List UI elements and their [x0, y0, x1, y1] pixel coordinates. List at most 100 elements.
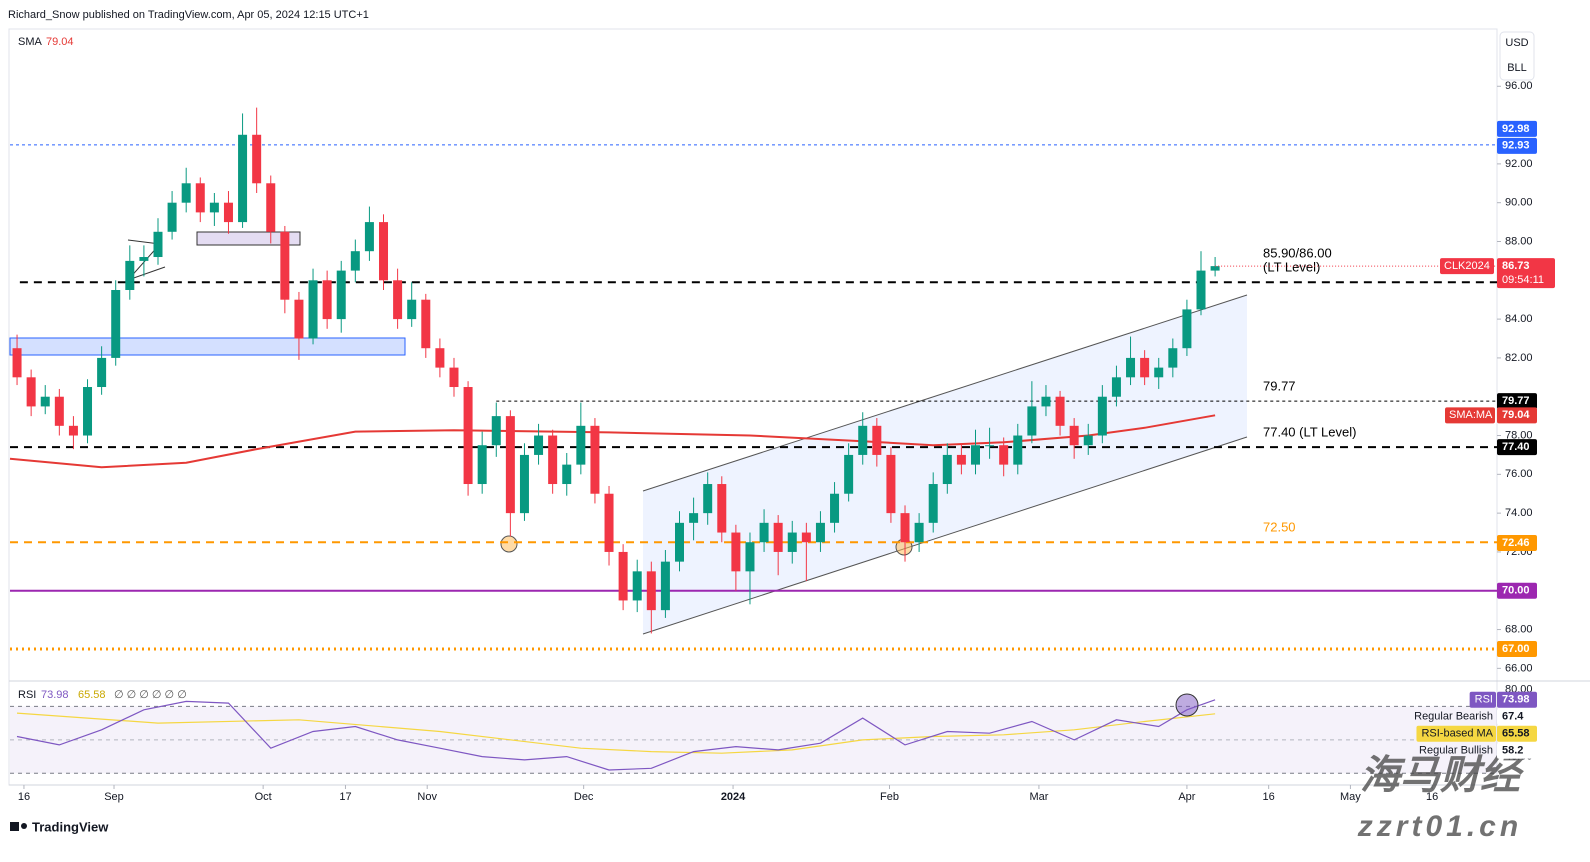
rsi-tag: [1497, 742, 1537, 759]
candle-body: [576, 425, 586, 465]
unit-box: [1499, 31, 1535, 81]
candle-body: [125, 260, 135, 290]
candle-body: [773, 522, 783, 552]
y-tick-label: 78.00: [1505, 429, 1533, 441]
candle-body: [139, 257, 149, 261]
x-tick-label: 16: [1426, 791, 1438, 803]
candle-body: [26, 377, 36, 407]
rsi-tag-name-bg: [1469, 691, 1496, 708]
candle-body: [223, 202, 233, 223]
price-tag: [1497, 582, 1537, 599]
candle-body: [308, 280, 318, 339]
countdown: 09:54:11: [1502, 274, 1544, 286]
price-tag: [1497, 120, 1537, 137]
y-tick-label: 92.00: [1505, 158, 1533, 170]
zone-box: [9, 337, 406, 356]
candle-body: [1196, 270, 1206, 310]
price-tag: [1497, 393, 1537, 410]
candle-body: [675, 522, 685, 562]
rsi-tag-name: Regular Bearish: [1414, 711, 1493, 723]
rsi-tag-name: RSI: [1475, 694, 1493, 706]
unit: BLL: [1507, 62, 1527, 74]
candle-body: [1013, 435, 1023, 465]
candle-body: [181, 183, 191, 203]
candle-body: [745, 542, 755, 572]
candle-body: [914, 522, 924, 543]
candle-body: [40, 396, 50, 407]
zone-box: [196, 231, 301, 246]
rsi-tag-value: 67.4: [1502, 711, 1524, 723]
y-tick-label: 66.00: [1505, 662, 1533, 674]
rsi-tag-name-bg: [1416, 725, 1496, 742]
price-tag-label: 92.93: [1502, 140, 1530, 152]
rsi-tag-value: 73.98: [1502, 694, 1530, 706]
x-tick-label: 2024: [721, 791, 746, 803]
candle-body: [1111, 377, 1121, 397]
price-tag-label: 72.46: [1502, 537, 1530, 549]
candle-body: [336, 270, 346, 320]
candle-body: [1140, 357, 1150, 378]
price-tag-label: 79.77: [1502, 395, 1530, 407]
candle-body: [195, 183, 205, 213]
rsi-legend-value: 73.98: [41, 689, 69, 701]
candle-body: [590, 425, 600, 494]
candle-body: [956, 454, 966, 465]
rsi-ma-line: [16, 712, 1216, 754]
rsi-line: [16, 699, 1216, 771]
candle-body: [942, 454, 952, 485]
candle-body: [900, 513, 910, 543]
candle-body: [393, 280, 403, 320]
price-tag-label: 67.00: [1502, 643, 1530, 655]
candle-body: [68, 425, 78, 436]
candle-body: [350, 251, 360, 271]
rsi-tag-value: 65.58: [1502, 728, 1530, 740]
candle-body: [632, 571, 642, 601]
sma-tag-name: SMA:MA: [1449, 409, 1493, 421]
candle-body: [83, 387, 93, 436]
candle-body: [111, 290, 121, 358]
y-tick-label: 68.00: [1505, 623, 1533, 635]
x-tick-label: 16: [1263, 791, 1275, 803]
candle-body: [407, 299, 417, 320]
rsi-tag-name: RSI-based MA: [1421, 728, 1493, 740]
logo: [21, 823, 27, 829]
price-tag: [1497, 137, 1537, 154]
candle-body: [1182, 309, 1192, 349]
candle-body: [266, 183, 276, 232]
rsi-ma-legend-value: 65.58: [78, 689, 106, 701]
candle-body: [872, 425, 882, 455]
candle-body: [491, 416, 501, 446]
header: Richard_Snow published on TradingView.co…: [8, 9, 369, 21]
candle-body: [364, 222, 374, 252]
brand: TradingView: [32, 819, 109, 834]
candle-body: [435, 348, 445, 368]
candle-body: [1069, 425, 1079, 446]
candle-body: [1083, 435, 1093, 446]
candle-body: [209, 202, 219, 213]
price-tag-label: 79.04: [1502, 409, 1530, 421]
rsi-tag-value: 58.2: [1502, 745, 1523, 757]
candle-body: [604, 493, 614, 552]
rsi-band: [10, 706, 1497, 774]
candle-body: [858, 425, 868, 455]
candle-body: [1154, 367, 1164, 378]
candle-body: [477, 445, 487, 485]
rsi-marker: [1175, 693, 1199, 717]
candle-body: [238, 134, 248, 223]
x-tick-label: Nov: [417, 791, 437, 803]
y-tick-label: 74.00: [1505, 507, 1533, 519]
candle-body: [167, 202, 177, 232]
candle-body: [519, 454, 529, 514]
rsi-legend-extra: ∅ ∅ ∅ ∅ ∅ ∅: [114, 689, 187, 701]
x-tick-label: Apr: [1178, 791, 1195, 803]
candle-body: [703, 484, 713, 514]
level-label: 77.40 (LT Level): [1263, 425, 1356, 440]
rsi-tag-name: Regular Bullish: [1419, 745, 1493, 757]
level-label: 79.77: [1263, 379, 1296, 394]
candle-body: [252, 134, 262, 184]
candle-body: [379, 222, 389, 281]
candle-body: [153, 231, 163, 258]
x-tick-label: Oct: [255, 791, 272, 803]
candle-body: [1097, 396, 1107, 436]
